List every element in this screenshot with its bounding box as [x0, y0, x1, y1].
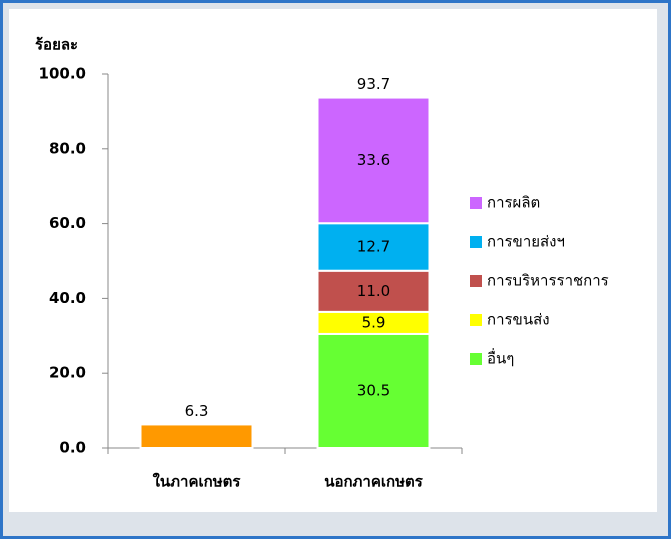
total-label: 6.3 [185, 402, 209, 420]
segment-label: 12.7 [357, 237, 390, 255]
x-tick-label: ในภาคเกษตร [153, 473, 242, 491]
chart: ร้อยละ 0.0 20.0 40.0 60.0 80.0 100.0 ในภาคเกษต… [9, 9, 657, 512]
x-tick-label: นอกภาคเกษตร [324, 473, 424, 491]
y-tick-label: 40.0 [49, 289, 86, 307]
bar-segment [316, 332, 431, 449]
legend-swatch [470, 236, 482, 248]
y-tick-label: 20.0 [49, 364, 86, 382]
legend-label: การผลิต [487, 194, 540, 212]
segment-label: 33.6 [357, 151, 390, 169]
legend-label: อื่นๆ [487, 348, 514, 368]
total-label: 93.7 [357, 75, 390, 93]
legend-swatch [470, 353, 482, 365]
y-axis-label: ร้อยละ [35, 36, 78, 54]
bar-segment [316, 222, 431, 272]
bar-segment [139, 423, 254, 449]
legend-swatch [470, 197, 482, 209]
legend-swatch [470, 275, 482, 287]
legend-label: การบริหารราชการ [487, 272, 609, 290]
bar-segment [316, 96, 431, 225]
segment-label: 30.5 [357, 381, 390, 399]
y-tick-label: 80.0 [49, 139, 86, 157]
y-tick-label: 0.0 [59, 439, 86, 457]
segment-label: 11.0 [357, 282, 390, 300]
y-tick-label: 100.0 [39, 65, 86, 83]
y-tick-label: 60.0 [49, 214, 86, 232]
legend-label: การขนส่ง [487, 311, 550, 329]
legend-swatch [470, 314, 482, 326]
legend-label: การขายส่งฯ [487, 233, 565, 251]
segment-label: 5.9 [362, 313, 386, 331]
